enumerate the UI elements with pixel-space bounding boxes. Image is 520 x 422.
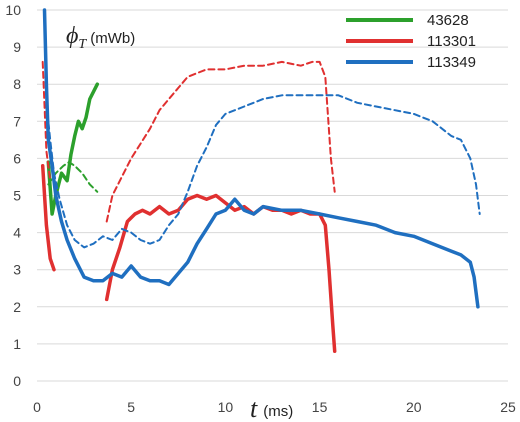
series-line-113301-dashed-5: [105, 60, 336, 223]
series-line-113301-solid-2: [40, 164, 56, 272]
x-tick-label: 20: [406, 399, 422, 415]
y-tick-label: 5: [13, 188, 21, 204]
x-axis-symbol: t: [250, 394, 258, 422]
series-line-113301-solid-3: [104, 193, 337, 354]
x-tick-label: 15: [312, 399, 328, 415]
legend: 43628 113301 113349: [346, 12, 476, 71]
series-line-43628-dashed-1: [47, 161, 99, 193]
y-tick-label: 8: [13, 76, 21, 92]
y-tick-label: 6: [13, 150, 21, 166]
x-tick-label: 5: [127, 399, 135, 415]
y-tick-label: 9: [13, 39, 21, 55]
y-axis-subscript: T: [78, 37, 87, 52]
gridlines: [37, 9, 508, 382]
y-tick-label: 2: [13, 299, 21, 315]
y-tick-label: 0: [13, 373, 21, 389]
series-line-113349-solid-6: [42, 8, 480, 309]
y-tick-label: 10: [5, 2, 21, 18]
y-tick-label: 4: [13, 225, 21, 241]
x-tick-label: 0: [33, 399, 41, 415]
x-axis-title: t (ms): [250, 394, 293, 422]
y-tick-labels: 0 1 2 3 4 5 6 7 8 9 10: [5, 2, 21, 389]
x-tick-label: 25: [500, 399, 516, 415]
y-tick-label: 7: [13, 113, 21, 129]
legend-label-113301: 113301: [427, 33, 476, 50]
y-axis-title: ϕT (mWb): [66, 23, 135, 52]
x-tick-labels: 0 5 10 15 20 25: [33, 399, 516, 415]
series-lines: [40, 8, 481, 354]
series-line-113349-dashed-7: [45, 94, 481, 249]
x-axis-unit: (ms): [263, 403, 293, 420]
legend-label-113349: 113349: [427, 54, 476, 71]
y-tick-label: 3: [13, 262, 21, 278]
y-axis-symbol: ϕ: [66, 23, 78, 49]
y-axis-unit: (mWb): [90, 30, 135, 47]
series-line-113301-dashed-4: [41, 60, 52, 182]
legend-label-43628: 43628: [427, 12, 469, 29]
x-tick-label: 10: [218, 399, 234, 415]
y-tick-label: 1: [13, 336, 21, 352]
